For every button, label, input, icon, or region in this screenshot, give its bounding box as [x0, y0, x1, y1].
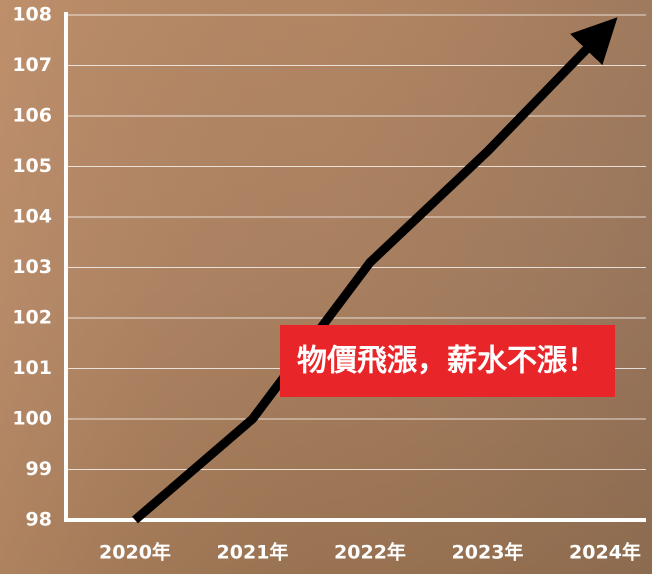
y-tick-label: 99	[26, 458, 52, 480]
y-tick-label: 101	[12, 357, 52, 379]
y-tick-label: 106	[12, 105, 52, 127]
annotation-text: 物價飛漲，薪水不漲！	[297, 344, 597, 379]
x-tick-label: 2021年	[217, 541, 289, 564]
chart: 物價飛漲，薪水不漲！ 98 99 100 101 102 103 104 105 106 107 1…	[0, 0, 652, 574]
x-tick-label: 2022年	[334, 541, 406, 564]
y-tick-label: 103	[12, 256, 52, 278]
x-tick-label: 2020年	[99, 541, 171, 564]
x-tick-label: 2023年	[452, 541, 524, 564]
y-tick-label: 102	[12, 307, 52, 329]
annotation: 物價飛漲，薪水不漲！	[280, 325, 615, 397]
y-tick-label: 104	[12, 206, 52, 228]
y-tick-label: 98	[26, 509, 52, 531]
y-tick-label: 107	[12, 54, 52, 76]
y-tick-label: 108	[12, 4, 52, 26]
y-tick-label: 105	[12, 155, 52, 177]
x-tick-label: 2024年	[569, 541, 641, 564]
y-tick-label: 100	[12, 408, 52, 430]
